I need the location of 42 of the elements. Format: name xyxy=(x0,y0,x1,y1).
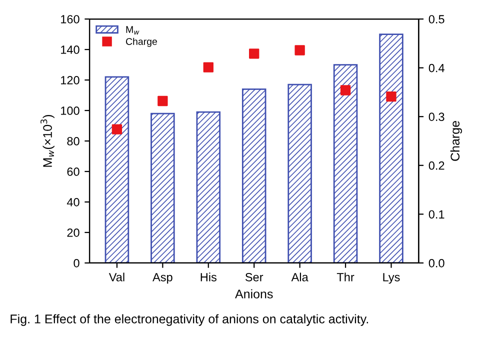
caption: Fig. 1 Effect of the electronegativity of anions on catalytic activity. xyxy=(10,314,368,326)
legend-label: Charge xyxy=(126,38,157,47)
y-tick-label: 40 xyxy=(66,198,80,206)
y-tick-label: 60 xyxy=(67,168,80,176)
x-tick-label: Thr xyxy=(336,272,354,282)
x-tick-label: Ser xyxy=(245,272,264,282)
y2-tick-label: 0.3 xyxy=(428,112,444,121)
x-tick-label: Val xyxy=(108,272,124,282)
y-tick-label: 80 xyxy=(67,137,80,146)
bar xyxy=(333,64,358,263)
x-tick-label: Ala xyxy=(291,272,308,282)
bar xyxy=(379,34,404,263)
bar xyxy=(196,111,221,263)
point xyxy=(203,62,214,72)
y-tick-label: 20 xyxy=(67,228,80,237)
legend-label: M$_{w}$ xyxy=(126,26,140,34)
x-axis-title: Anions xyxy=(235,289,273,298)
bar xyxy=(150,112,175,263)
y-tick-label: 120 xyxy=(61,76,80,84)
y-tick-label: 160 xyxy=(61,15,80,24)
y2-tick-label: 0.5 xyxy=(428,15,444,24)
y2-tick-label: 0.4 xyxy=(428,64,444,72)
y2-tick-label: 0.2 xyxy=(428,161,444,170)
bar xyxy=(288,84,312,263)
point xyxy=(112,124,122,134)
point xyxy=(249,48,260,59)
y2-tick-label: 0.1 xyxy=(428,210,444,219)
point xyxy=(386,92,396,102)
point xyxy=(158,96,168,106)
y-tick-label: 0 xyxy=(74,258,80,268)
x-tick-label: Lys xyxy=(383,273,400,284)
bar xyxy=(242,88,266,263)
y-tick-label: 100 xyxy=(61,106,80,115)
x-tick-label: Asp xyxy=(152,273,172,284)
y2-tick-label: 0.0 xyxy=(428,258,444,268)
bar xyxy=(104,76,130,263)
x-tick-label: His xyxy=(200,272,216,282)
point xyxy=(294,45,305,56)
y2-axis-title: Charge xyxy=(450,121,462,161)
point xyxy=(340,85,351,96)
y-tick-label: 140 xyxy=(61,46,80,54)
y-axis-title: M$_{w}$(×10$^{3}$) xyxy=(40,114,54,167)
